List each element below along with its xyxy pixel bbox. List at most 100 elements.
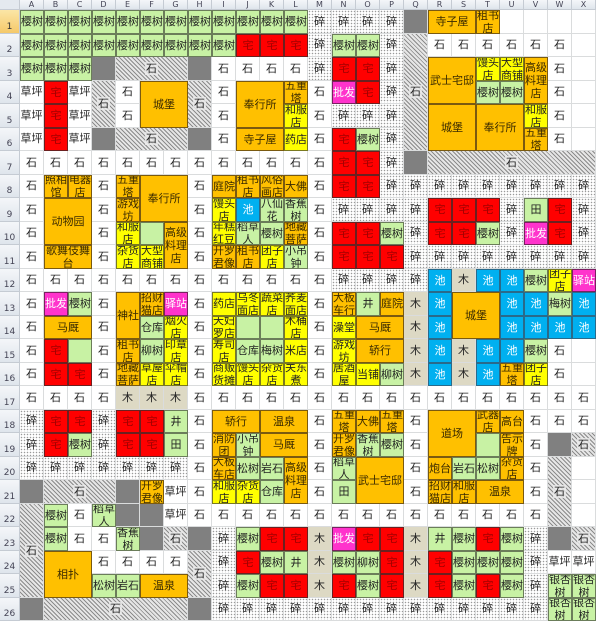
cell-R10[interactable]: 宅	[428, 221, 452, 245]
cell-S23[interactable]: 樱树	[452, 527, 476, 551]
cell-H24[interactable]: 石	[188, 550, 212, 598]
cell-D25[interactable]: 松树	[92, 574, 116, 598]
cell-J26[interactable]: 碎	[236, 597, 260, 621]
cell-G17[interactable]: 木	[164, 386, 188, 410]
cell-X18[interactable]: 石	[572, 409, 596, 433]
cell-F19[interactable]: 宅	[140, 433, 164, 457]
cell-U15[interactable]: 池	[500, 339, 524, 363]
cell-L1[interactable]: 樱树	[284, 10, 308, 34]
cell-A26[interactable]	[20, 597, 44, 621]
cell-I23[interactable]: 碎	[212, 527, 236, 551]
cell-O1[interactable]: 碎	[356, 10, 380, 34]
cell-V21[interactable]: 石	[524, 480, 548, 504]
cell-X24[interactable]: 草坪	[572, 550, 596, 574]
cell-T4[interactable]: 樱树	[476, 80, 500, 104]
cell-N15[interactable]: 游戏坊	[332, 339, 356, 363]
cell-R25[interactable]: 宅	[428, 574, 452, 598]
cell-H2[interactable]: 樱树	[188, 33, 212, 57]
cell-L17[interactable]: 石	[284, 386, 308, 410]
cell-B26[interactable]: 石	[44, 597, 188, 621]
cell-H4[interactable]: 石	[188, 80, 212, 128]
cell-F4[interactable]: 城堡	[140, 80, 188, 128]
cell-Q14[interactable]: 木	[404, 315, 428, 339]
cell-J4[interactable]: 奉行所	[236, 80, 284, 128]
cell-T23[interactable]: 宅	[476, 527, 500, 551]
cell-K26[interactable]: 碎	[260, 597, 284, 621]
column-header-H[interactable]: H	[188, 0, 212, 10]
cell-C17[interactable]: 石	[68, 386, 92, 410]
cell-U2[interactable]: 石	[500, 33, 524, 57]
cell-Q10[interactable]: 碎	[404, 221, 428, 245]
cell-K23[interactable]: 宅	[260, 527, 284, 551]
cell-K11[interactable]: 团子店	[260, 245, 284, 269]
cell-X9[interactable]: 碎	[572, 198, 596, 222]
cell-W12[interactable]: 团子店	[548, 268, 572, 292]
cell-D11[interactable]: 石	[92, 245, 116, 269]
cell-T9[interactable]: 宅	[476, 198, 500, 222]
cell-Q22[interactable]: 石	[404, 503, 428, 527]
cell-V22[interactable]: 石	[524, 503, 548, 527]
cell-G21[interactable]: 草坪	[164, 480, 188, 504]
cell-G13[interactable]: 驿站	[164, 292, 188, 316]
cell-C1[interactable]: 樱树	[68, 10, 92, 34]
cell-P3[interactable]: 碎	[380, 57, 404, 81]
row-header-21[interactable]: 21	[0, 480, 20, 504]
cell-D10[interactable]: 石	[92, 221, 116, 245]
cell-K7[interactable]: 石	[260, 151, 284, 175]
cell-S24[interactable]: 樱树	[452, 550, 476, 574]
cell-X4[interactable]	[572, 80, 596, 104]
cell-G22[interactable]: 草坪	[164, 503, 188, 527]
cell-X21[interactable]	[572, 480, 596, 504]
cell-Q2[interactable]: 石	[404, 33, 428, 151]
cell-R18[interactable]: 道场	[428, 409, 476, 457]
cell-E4[interactable]: 石	[116, 80, 140, 104]
cell-Q20[interactable]: 石	[404, 456, 428, 480]
cell-F1[interactable]: 樱树	[140, 10, 164, 34]
cell-D3[interactable]	[92, 57, 116, 81]
cell-H9[interactable]: 石	[188, 198, 212, 222]
cell-C23[interactable]: 石	[68, 527, 92, 551]
cell-K12[interactable]: 石	[260, 268, 284, 292]
cell-B13[interactable]: 批发	[44, 292, 68, 316]
cell-U12[interactable]: 池	[500, 268, 524, 292]
cell-Q1[interactable]	[404, 10, 428, 34]
cell-N16[interactable]: 居酒屋	[332, 362, 356, 386]
cell-R20[interactable]: 炮台	[428, 456, 452, 480]
cell-V19[interactable]: 石	[524, 433, 548, 457]
cell-O15[interactable]: 轿行	[356, 339, 404, 363]
cell-B3[interactable]: 樱树	[44, 57, 68, 81]
column-header-F[interactable]: F	[140, 0, 164, 10]
cell-R3[interactable]: 武士宅邸	[428, 57, 476, 104]
cell-K8[interactable]: 风俗画店	[260, 174, 284, 198]
cell-E22[interactable]	[116, 503, 140, 527]
cell-S2[interactable]: 石	[452, 33, 476, 57]
column-header-O[interactable]: O	[356, 0, 380, 10]
row-header-16[interactable]: 16	[0, 362, 20, 386]
cell-F21[interactable]: 开罗君像	[140, 480, 164, 504]
cell-E16[interactable]: 地藏菩萨	[116, 362, 140, 386]
cell-H12[interactable]: 石	[188, 268, 212, 292]
cell-P18[interactable]: 五重塔	[380, 409, 404, 433]
cell-N22[interactable]: 石	[332, 503, 356, 527]
cell-S17[interactable]: 石	[452, 386, 476, 410]
cell-M13[interactable]: 石	[308, 292, 332, 316]
cell-D4[interactable]: 石	[92, 80, 116, 128]
cell-J11[interactable]: 租书店	[236, 245, 260, 269]
row-header-9[interactable]: 9	[0, 198, 20, 222]
cell-M1[interactable]: 碎	[308, 10, 332, 34]
cell-T3[interactable]: 馒头店	[476, 57, 500, 81]
cell-L4[interactable]: 五重塔	[284, 80, 308, 104]
cell-X22[interactable]	[572, 503, 596, 527]
cell-G24[interactable]: 石	[164, 550, 188, 574]
cell-O16[interactable]: 当铺	[356, 362, 380, 386]
cell-M15[interactable]: 石	[308, 339, 332, 363]
cell-E25[interactable]: 岩石	[116, 574, 140, 598]
cell-P11[interactable]: 宅	[380, 245, 404, 269]
cell-Q23[interactable]: 木	[404, 527, 428, 551]
cell-A11[interactable]: 石	[20, 245, 44, 269]
cell-K22[interactable]: 石	[260, 503, 284, 527]
cell-O9[interactable]: 碎	[356, 198, 380, 222]
column-header-D[interactable]: D	[92, 0, 116, 10]
cell-E18[interactable]: 宅	[116, 409, 140, 433]
cell-A20[interactable]: 碎	[20, 456, 44, 480]
